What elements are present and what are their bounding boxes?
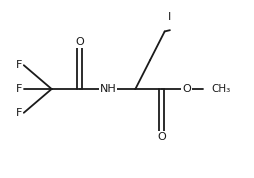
Text: F: F	[16, 108, 22, 118]
Text: O: O	[157, 132, 166, 142]
Text: O: O	[182, 84, 191, 94]
Text: I: I	[168, 12, 171, 22]
Text: F: F	[16, 84, 22, 94]
Text: F: F	[16, 60, 22, 70]
Text: NH: NH	[100, 84, 117, 94]
Text: O: O	[75, 37, 84, 47]
Text: CH₃: CH₃	[211, 84, 230, 94]
